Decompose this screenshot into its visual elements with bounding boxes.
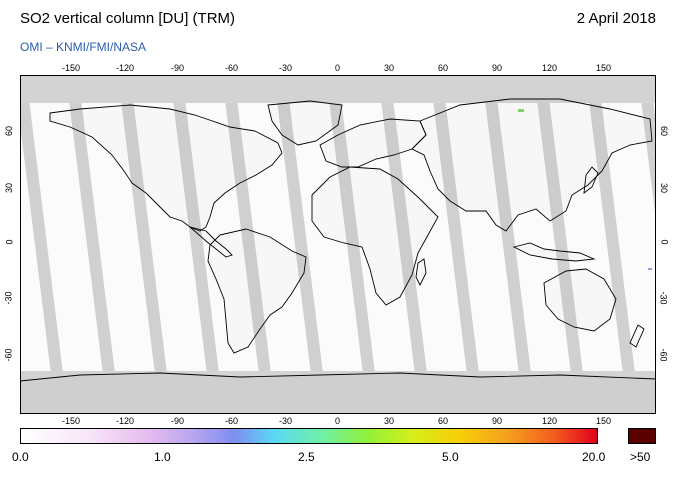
orbit-swath (494, 75, 576, 414)
lon-tick-label: 120 (542, 63, 558, 73)
orbit-swath (390, 75, 472, 414)
lon-tick-label: -150 (62, 416, 81, 426)
lon-tick-label: 60 (438, 63, 449, 73)
colorbar-label: 2.5 (298, 450, 315, 464)
orbit-swath (26, 75, 108, 414)
lon-tick-label: -30 (279, 63, 293, 73)
orbit-swath (286, 75, 368, 414)
coastline (20, 372, 656, 382)
colorbar (20, 428, 598, 444)
lat-tick-label: 60 (659, 125, 670, 137)
so2-hotspot (648, 268, 652, 270)
map-date: 2 April 2018 (576, 10, 656, 27)
lon-tick-label: 30 (384, 416, 395, 426)
lon-tick-label: 120 (542, 416, 558, 426)
coastline (207, 228, 307, 354)
orbit-swath (442, 75, 524, 414)
coastline (629, 324, 645, 348)
map-title: SO2 vertical column [DU] (TRM) (20, 10, 236, 27)
swath-stripes (20, 75, 656, 414)
lat-tick-label: -60 (658, 348, 669, 362)
coastline (543, 268, 617, 332)
colorbar-label: 20.0 (582, 450, 606, 464)
map-frame (20, 75, 656, 414)
swath-gap (638, 75, 656, 221)
swath-gap (430, 75, 484, 414)
swath-gap (170, 75, 224, 414)
lon-tick-label: -90 (171, 416, 185, 426)
lat-tick-label: -30 (3, 291, 14, 305)
swath-gap (118, 75, 172, 414)
colorbar-label: 5.0 (442, 450, 459, 464)
coastline (311, 166, 439, 306)
so2-map (20, 75, 656, 414)
colorbar-gradient (20, 428, 598, 444)
lon-tick-label: -90 (171, 63, 185, 73)
lat-tick-label: -30 (658, 291, 669, 305)
lon-tick-label: 60 (438, 416, 449, 426)
swath-gap (274, 75, 328, 414)
coastline (415, 258, 427, 287)
swath-gap (482, 75, 536, 414)
lat-tick-label: 30 (659, 182, 670, 194)
lon-tick-label: -150 (62, 63, 81, 73)
polar-nodata-band (20, 75, 656, 103)
coastline (189, 226, 233, 258)
lat-tick-label: 60 (4, 125, 15, 137)
lat-tick-label: 30 (4, 182, 15, 194)
orbit-swath (598, 75, 656, 414)
lon-tick-label: -30 (279, 416, 293, 426)
overflow-label: >50 (630, 450, 651, 464)
coastline (49, 104, 283, 232)
swath-gap (326, 75, 380, 414)
lon-tick-label: 0 (335, 416, 341, 426)
credits-text: OMI – KNMI/FMI/NASA (20, 40, 147, 54)
orbit-swath (130, 75, 212, 414)
swath-gap (20, 75, 68, 414)
coastline (512, 242, 596, 262)
orbit-swath (546, 75, 628, 414)
lon-tick-label: -60 (225, 416, 239, 426)
colorbar-label: 0.0 (12, 450, 29, 464)
swath-gap (586, 75, 640, 414)
lat-tick-label: 0 (659, 239, 670, 245)
lon-tick-label: 90 (492, 63, 503, 73)
lon-tick-label: 30 (384, 63, 395, 73)
swath-gap (378, 75, 432, 414)
so2-hotspot (518, 109, 524, 112)
orbit-swath (338, 75, 420, 414)
overflow-color-box (628, 428, 656, 444)
lon-tick-label: -120 (116, 63, 135, 73)
polar-nodata-band (20, 371, 656, 414)
coastlines (20, 98, 656, 382)
swath-gap (222, 75, 276, 414)
colorbar-label: 1.0 (154, 450, 171, 464)
lon-tick-label: -120 (116, 416, 135, 426)
lon-tick-label: 90 (492, 416, 503, 426)
swath-gap (66, 75, 120, 414)
orbit-swath (234, 75, 316, 414)
lat-tick-label: -60 (3, 348, 14, 362)
lon-tick-label: 0 (335, 63, 341, 73)
lon-tick-label: -60 (225, 63, 239, 73)
orbit-swath (78, 75, 160, 414)
orbit-swath (182, 75, 264, 414)
lon-tick-label: 150 (596, 63, 612, 73)
coastline (267, 100, 343, 146)
swath-gap (534, 75, 588, 414)
lat-tick-label: 0 (4, 239, 15, 245)
coastline (583, 166, 599, 194)
lon-tick-label: 150 (596, 416, 612, 426)
coastline (411, 98, 653, 232)
